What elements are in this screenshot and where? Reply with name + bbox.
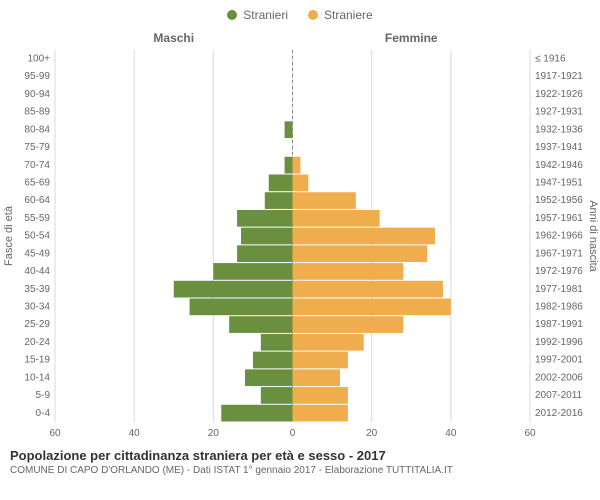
bar-male: [245, 369, 293, 386]
axis-label-age: Fasce di età: [3, 205, 15, 266]
bar-male: [265, 192, 293, 209]
x-tick-female: 40: [445, 428, 457, 439]
birth-year-label: 1987-1991: [535, 319, 583, 330]
bar-female: [293, 263, 404, 280]
bar-female: [293, 334, 364, 351]
bar-male: [269, 175, 293, 192]
age-label: 75-79: [24, 142, 50, 153]
legend-dot-male: [227, 10, 237, 20]
pyramid-svg: 100+ ≤ 1916 95-99 1917-1921 90-94 1922-1926 85…: [0, 26, 600, 446]
bar-male: [261, 387, 293, 404]
birth-year-label: 2002-2006: [535, 372, 583, 383]
age-label: 85-89: [24, 107, 50, 118]
bar-male: [174, 281, 293, 298]
birth-year-label: 1997-2001: [535, 355, 583, 366]
header-male: Maschi: [153, 31, 194, 45]
age-label: 15-19: [24, 355, 50, 366]
bar-female: [293, 316, 404, 333]
bar-female: [293, 405, 348, 422]
birth-year-label: 1962-1966: [535, 231, 583, 242]
legend-label-male: Stranieri: [243, 8, 288, 22]
bar-male: [253, 352, 293, 369]
bar-female: [293, 175, 309, 192]
bar-female: [293, 245, 428, 262]
pyramid-chart: 100+ ≤ 1916 95-99 1917-1921 90-94 1922-1926 85…: [0, 26, 600, 446]
birth-year-label: 1952-1956: [535, 195, 583, 206]
birth-year-label: ≤ 1916: [535, 53, 566, 64]
birth-year-label: 1977-1981: [535, 284, 583, 295]
age-label: 55-59: [24, 213, 50, 224]
bar-male: [285, 157, 293, 174]
chart-title: Popolazione per cittadinanza straniera p…: [10, 448, 590, 463]
bar-female: [293, 352, 348, 369]
bar-female: [293, 157, 301, 174]
age-label: 25-29: [24, 319, 50, 330]
legend: Stranieri Straniere: [0, 0, 600, 26]
age-label: 35-39: [24, 284, 50, 295]
birth-year-label: 1992-1996: [535, 337, 583, 348]
bar-male: [261, 334, 293, 351]
bar-female: [293, 299, 451, 316]
birth-year-label: 1927-1931: [535, 107, 583, 118]
age-label: 60-64: [24, 195, 50, 206]
bar-male: [285, 121, 293, 138]
age-label: 5-9: [36, 390, 51, 401]
x-tick-male: 0: [290, 428, 296, 439]
birth-year-label: 1972-1976: [535, 266, 583, 277]
birth-year-label: 2012-2016: [535, 408, 583, 419]
chart-subtitle: COMUNE DI CAPO D'ORLANDO (ME) - Dati IST…: [10, 465, 590, 476]
bar-male: [241, 228, 292, 245]
age-label: 45-49: [24, 248, 50, 259]
bar-female: [293, 192, 356, 209]
header-female: Femmine: [385, 31, 438, 45]
legend-item-male: Stranieri: [227, 8, 288, 22]
age-label: 95-99: [24, 71, 50, 82]
bar-male: [221, 405, 292, 422]
bar-male: [190, 299, 293, 316]
bar-male: [213, 263, 292, 280]
bar-female: [293, 210, 380, 227]
bar-female: [293, 387, 348, 404]
age-label: 90-94: [24, 89, 50, 100]
birth-year-label: 1932-1936: [535, 124, 583, 135]
x-tick-female: 20: [366, 428, 378, 439]
birth-year-label: 1917-1921: [535, 71, 583, 82]
birth-year-label: 1937-1941: [535, 142, 583, 153]
x-tick-female: 60: [524, 428, 536, 439]
birth-year-label: 1947-1951: [535, 177, 583, 188]
legend-label-female: Straniere: [324, 8, 373, 22]
birth-year-label: 1982-1986: [535, 301, 583, 312]
x-tick-male: 40: [129, 428, 141, 439]
axis-label-birth: Anni di nascita: [587, 200, 599, 272]
bar-female: [293, 228, 436, 245]
bar-female: [293, 369, 341, 386]
age-label: 80-84: [24, 124, 50, 135]
age-label: 65-69: [24, 177, 50, 188]
birth-year-label: 1967-1971: [535, 248, 583, 259]
age-label: 40-44: [24, 266, 50, 277]
age-label: 30-34: [24, 301, 50, 312]
birth-year-label: 1942-1946: [535, 160, 583, 171]
age-label: 0-4: [36, 408, 51, 419]
birth-year-label: 2007-2011: [535, 390, 583, 401]
x-tick-male: 60: [49, 428, 61, 439]
age-label: 50-54: [24, 231, 50, 242]
birth-year-label: 1922-1926: [535, 89, 583, 100]
age-label: 10-14: [24, 372, 50, 383]
birth-year-label: 1957-1961: [535, 213, 583, 224]
legend-dot-female: [308, 10, 318, 20]
bar-male: [229, 316, 292, 333]
age-label: 20-24: [24, 337, 50, 348]
bar-male: [237, 210, 292, 227]
title-block: Popolazione per cittadinanza straniera p…: [0, 446, 600, 476]
legend-item-female: Straniere: [308, 8, 373, 22]
x-tick-male: 20: [208, 428, 220, 439]
age-label: 100+: [27, 53, 50, 64]
bar-male: [237, 245, 292, 262]
bar-female: [293, 281, 443, 298]
age-label: 70-74: [24, 160, 50, 171]
